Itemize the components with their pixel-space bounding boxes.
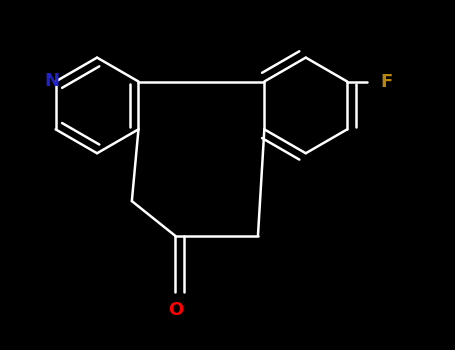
Text: F: F [380, 72, 393, 91]
Text: O: O [168, 301, 183, 319]
Text: N: N [45, 72, 60, 90]
